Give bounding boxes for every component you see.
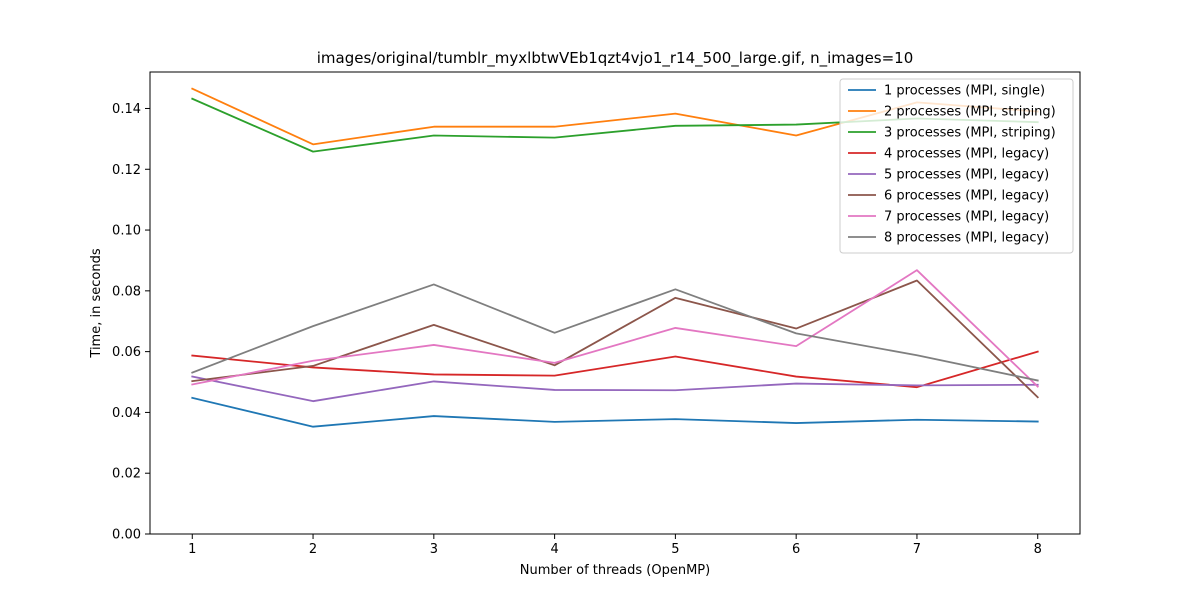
- y-tick-label: 0.06: [112, 345, 141, 360]
- legend-label-4: 4 processes (MPI, legacy): [884, 147, 1049, 162]
- legend-label-7: 7 processes (MPI, legacy): [884, 210, 1049, 225]
- x-tick-label: 6: [792, 542, 800, 557]
- legend-label-1: 1 processes (MPI, single): [884, 84, 1045, 99]
- legend-label-5: 5 processes (MPI, legacy): [884, 168, 1049, 183]
- y-tick-label: 0.10: [112, 224, 141, 239]
- legend-label-6: 6 processes (MPI, legacy): [884, 189, 1049, 204]
- y-tick-label: 0.12: [112, 163, 141, 178]
- y-tick-label: 0.02: [112, 467, 141, 482]
- series-line-6: [192, 281, 1037, 398]
- y-tick-label: 0.04: [112, 406, 141, 421]
- series-line-7: [192, 270, 1037, 386]
- x-tick-label: 3: [430, 542, 438, 557]
- x-tick-label: 8: [1034, 542, 1042, 557]
- y-axis: 0.00 0.02 0.04 0.06 0.08 0.10 0.12 0.14: [112, 102, 150, 543]
- y-tick-label: 0.08: [112, 284, 141, 299]
- series-line-4: [192, 352, 1037, 388]
- y-tick-label: 0.14: [112, 102, 141, 117]
- x-tick-label: 7: [913, 542, 921, 557]
- series-line-1: [192, 398, 1037, 427]
- legend: 1 processes (MPI, single) 2 processes (MP…: [840, 79, 1073, 253]
- legend-label-8: 8 processes (MPI, legacy): [884, 231, 1049, 246]
- legend-label-2: 2 processes (MPI, striping): [884, 105, 1056, 120]
- y-tick-label: 0.00: [112, 528, 141, 543]
- x-tick-label: 2: [309, 542, 317, 557]
- x-tick-label: 1: [188, 542, 196, 557]
- legend-label-3: 3 processes (MPI, striping): [884, 126, 1056, 141]
- chart-title: images/original/tumblr_myxlbtwVEb1qzt4vj…: [317, 49, 914, 68]
- x-tick-label: 4: [550, 542, 558, 557]
- x-axis: 1 2 3 4 5 6 7 8: [188, 534, 1042, 557]
- x-axis-title: Number of threads (OpenMP): [520, 563, 710, 578]
- x-tick-label: 5: [671, 542, 679, 557]
- series-line-5: [192, 377, 1037, 402]
- y-axis-title: Time, in seconds: [89, 248, 104, 358]
